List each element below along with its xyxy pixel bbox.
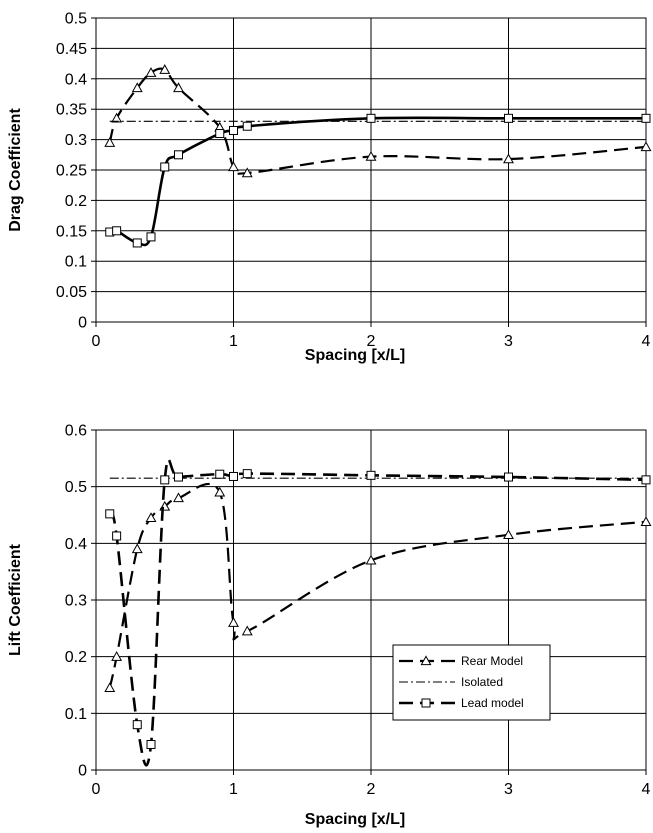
data-point-rear-model <box>640 516 652 526</box>
data-point-rear-model <box>241 625 253 636</box>
data-point-lead-model <box>641 475 651 485</box>
data-point-lead-model <box>160 475 170 485</box>
x-tick-label: 2 <box>367 781 376 798</box>
y-tick-label: 0 <box>78 763 87 780</box>
data-point-rear-model <box>111 112 123 123</box>
x-tick-label: 4 <box>642 333 651 350</box>
data-point-rear-model <box>173 82 184 93</box>
y-tick-label: 0.3 <box>65 593 87 610</box>
data-point-lead-model <box>132 720 142 730</box>
y-tick-label: 0.25 <box>56 163 87 180</box>
x-tick-label: 2 <box>367 333 376 350</box>
data-point-lead-model <box>641 113 651 123</box>
data-point-rear-model <box>104 682 116 693</box>
data-point-rear-model <box>214 486 226 497</box>
legend: Rear Model Isolated Lead model <box>392 644 551 721</box>
data-point-lead-model <box>215 469 225 479</box>
data-point-rear-model <box>228 617 239 627</box>
data-point-rear-model <box>503 153 514 164</box>
x-tick-label: 3 <box>504 781 513 798</box>
y-tick-label: 0.5 <box>65 479 87 496</box>
y-tick-label: 0.4 <box>65 71 87 88</box>
legend-label: Rear Model <box>461 654 523 668</box>
data-point-lead-model <box>366 113 376 123</box>
legend-label: Isolated <box>461 675 503 689</box>
data-point-rear-model <box>365 150 377 161</box>
data-point-lead-model <box>112 226 122 236</box>
data-point-rear-model <box>159 64 171 74</box>
chart-2: 0 0.1 0.2 0.3 0.4 0.5 0.6 0 1 2 3 4 Spacing [x/L] Lif… <box>7 423 652 828</box>
y-tick-label: 0.1 <box>65 706 87 723</box>
y-tick-label: 0.6 <box>65 423 87 440</box>
data-point-rear-model <box>241 167 253 178</box>
y-axis-title: Lift Coefficient <box>7 543 24 656</box>
x-tick-label: 0 <box>92 781 101 798</box>
data-point-rear-model <box>365 554 377 565</box>
legend-marker <box>421 698 431 708</box>
data-point-rear-model <box>145 67 157 77</box>
legend-marker <box>420 655 432 666</box>
plot-frame <box>95 17 647 323</box>
y-tick-label: 0.15 <box>56 223 87 240</box>
data-point-lead-model <box>215 129 225 139</box>
x-axis-title: Spacing [x/L] <box>305 811 405 828</box>
data-point-lead-model <box>132 238 142 248</box>
x-axis-title: Spacing [x/L] <box>305 347 405 364</box>
data-point-lead-model <box>160 162 170 172</box>
data-point-lead-model <box>174 472 183 482</box>
data-point-rear-model <box>173 492 184 503</box>
data-point-rear-model <box>131 543 143 554</box>
x-tick-label: 0 <box>92 333 101 350</box>
data-point-lead-model <box>504 113 513 123</box>
data-point-lead-model <box>105 509 115 519</box>
y-tick-label: 0.45 <box>56 41 87 58</box>
y-tick-label: 0.35 <box>56 102 87 119</box>
x-tick-label: 3 <box>504 333 513 350</box>
data-point-lead-model <box>366 470 376 480</box>
plot-frame <box>95 429 647 771</box>
data-point-lead-model <box>174 150 183 160</box>
y-tick-label: 0.05 <box>56 284 87 301</box>
x-tick-label: 4 <box>642 781 651 798</box>
data-point-lead-model <box>229 125 238 135</box>
y-tick-label: 0.2 <box>65 649 87 666</box>
data-point-lead-model <box>146 740 156 749</box>
chart-1: 0 0.05 0.1 0.15 0.2 0.25 0.3 0.35 0.4 0.45 0.5 0 1 2 3… <box>7 11 652 364</box>
data-point-lead-model <box>242 121 252 131</box>
x-tick-label: 1 <box>229 333 238 350</box>
y-tick-label: 0.4 <box>65 536 87 553</box>
y-tick-label: 0 <box>78 315 87 332</box>
legend-label: Lead model <box>461 696 524 710</box>
data-point-rear-model <box>111 651 123 661</box>
y-tick-label: 0.3 <box>65 132 87 149</box>
y-tick-label: 0.1 <box>65 254 87 271</box>
series-line-lead-model <box>108 458 647 767</box>
data-point-lead-model <box>504 472 513 482</box>
data-point-rear-model <box>640 141 652 152</box>
data-point-rear-model <box>131 82 143 93</box>
data-point-rear-model <box>145 512 157 523</box>
y-axis-title: Drag Coefficient <box>7 108 24 232</box>
data-point-rear-model <box>228 161 239 172</box>
data-point-lead-model <box>146 232 156 242</box>
data-point-lead-model <box>242 469 252 479</box>
data-point-rear-model <box>503 529 514 540</box>
data-point-lead-model <box>112 531 122 541</box>
data-point-lead-model <box>229 471 238 481</box>
y-tick-label: 0.2 <box>65 193 87 210</box>
data-point-rear-model <box>104 137 116 147</box>
y-tick-label: 0.5 <box>65 11 87 28</box>
x-tick-label: 1 <box>229 781 238 798</box>
